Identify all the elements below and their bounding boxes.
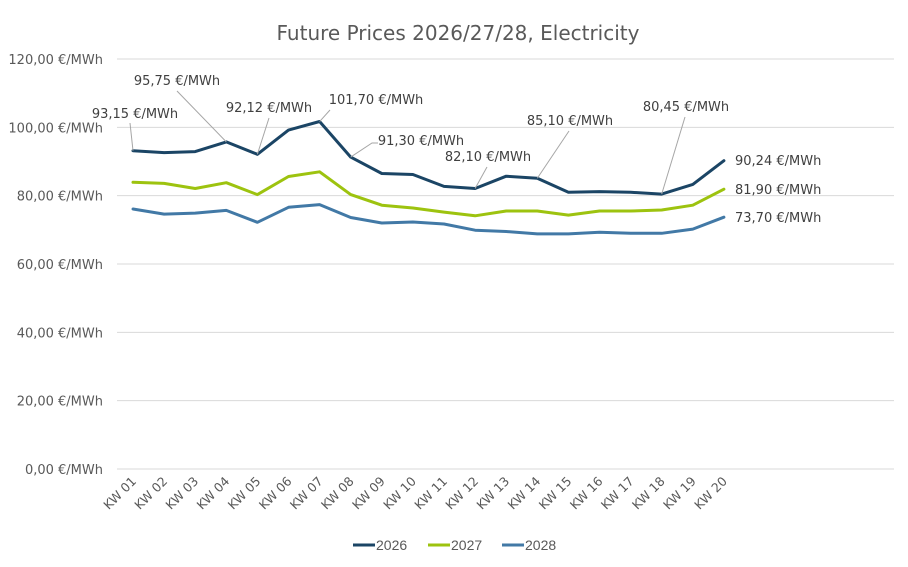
leader-line xyxy=(129,122,134,151)
leader-line xyxy=(661,116,686,195)
x-tick-label: KW 09 xyxy=(349,473,388,512)
y-tick-label: 20,00 €/MWh xyxy=(17,395,103,410)
data-label: 95,75 €/MWh xyxy=(134,74,220,89)
data-label: 93,15 €/MWh xyxy=(92,107,178,122)
x-tick-label: KW 08 xyxy=(318,473,357,512)
data-label: 90,24 €/MWh xyxy=(735,154,821,169)
series-line-2027 xyxy=(131,170,726,218)
y-axis-ticks: 0,00 €/MWh 20,00 €/MWh 40,00 €/MWh 60,00 €/… xyxy=(8,53,103,478)
legend: 2026 2027 2028 xyxy=(353,537,556,553)
data-label: 73,70 €/MWh xyxy=(735,211,821,226)
y-tick-label: 40,00 €/MWh xyxy=(17,326,103,341)
x-tick-label: KW 14 xyxy=(505,473,544,512)
y-tick-label: 60,00 €/MWh xyxy=(17,258,103,273)
series-lines xyxy=(131,120,726,236)
legend-item-2026[interactable]: 2026 xyxy=(353,537,407,553)
leader-line xyxy=(350,142,378,158)
data-label: 81,90 €/MWh xyxy=(735,183,821,198)
legend-item-2028[interactable]: 2028 xyxy=(502,537,556,553)
legend-label: 2026 xyxy=(376,537,407,553)
y-tick-label: 0,00 €/MWh xyxy=(25,463,103,478)
leader-line xyxy=(536,130,570,179)
chart-title: Future Prices 2026/27/28, Electricity xyxy=(277,21,640,45)
data-label: 101,70 €/MWh xyxy=(329,93,424,108)
legend-item-2027[interactable]: 2027 xyxy=(428,537,482,553)
series-line-2026 xyxy=(131,120,726,196)
data-label: 85,10 €/MWh xyxy=(527,114,613,129)
x-tick-label: KW 11 xyxy=(411,474,450,513)
legend-label: 2028 xyxy=(525,537,556,553)
leader-line xyxy=(256,117,270,155)
x-tick-label: KW 17 xyxy=(598,474,637,513)
x-tick-label: KW 06 xyxy=(256,473,295,512)
leader-line xyxy=(176,90,227,143)
x-tick-label: KW 18 xyxy=(629,473,668,512)
data-label: 80,45 €/MWh xyxy=(643,100,729,115)
x-tick-label: KW 15 xyxy=(536,474,575,513)
x-tick-label: KW 13 xyxy=(473,474,512,513)
legend-label: 2027 xyxy=(451,537,482,553)
data-labels: 93,15 €/MWh 95,75 €/MWh 92,12 €/MWh 101,70 … xyxy=(92,74,821,226)
data-label: 91,30 €/MWh xyxy=(378,134,464,149)
x-tick-label: KW 02 xyxy=(131,474,170,513)
x-tick-label: KW 05 xyxy=(225,474,264,513)
leader-line xyxy=(474,166,488,189)
data-label: 92,12 €/MWh xyxy=(226,101,312,116)
y-tick-label: 80,00 €/MWh xyxy=(17,190,103,205)
x-tick-label: KW 20 xyxy=(691,473,730,512)
data-label: 82,10 €/MWh xyxy=(445,150,531,165)
x-tick-label: KW 03 xyxy=(162,474,201,513)
leader-line xyxy=(319,109,331,122)
x-tick-label: KW 01 xyxy=(100,474,139,513)
x-tick-label: KW 19 xyxy=(660,473,699,512)
series-line-2028 xyxy=(131,203,726,236)
x-tick-label: KW 10 xyxy=(380,473,419,512)
x-tick-label: KW 07 xyxy=(287,474,326,513)
y-tick-label: 100,00 €/MWh xyxy=(8,121,103,136)
y-tick-label: 120,00 €/MWh xyxy=(8,53,103,68)
gridlines xyxy=(117,58,894,470)
x-tick-label: KW 16 xyxy=(567,473,606,512)
x-tick-label: KW 04 xyxy=(194,473,233,512)
x-tick-label: KW 12 xyxy=(442,474,481,513)
